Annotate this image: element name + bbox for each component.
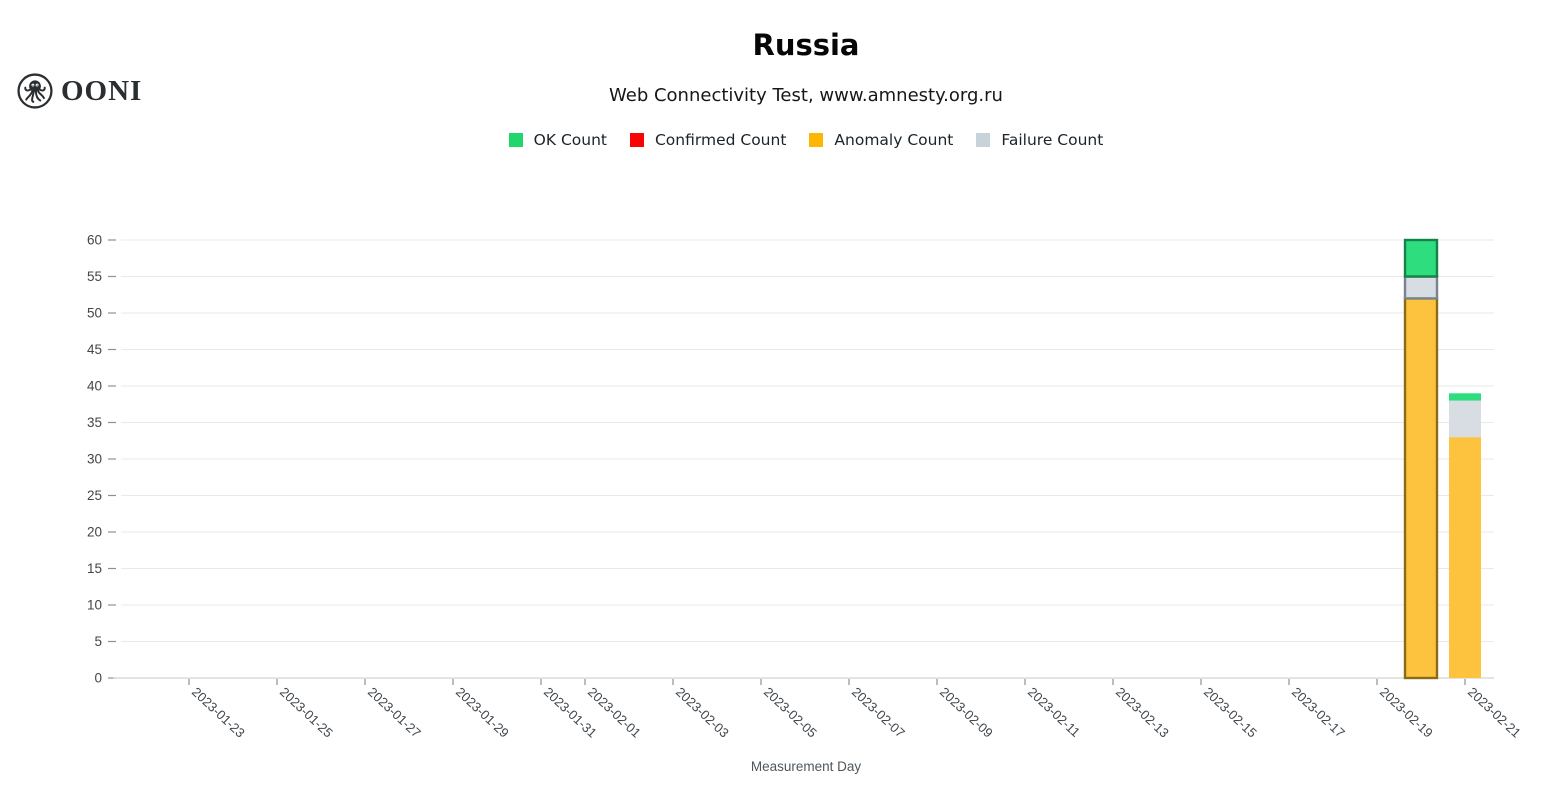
y-axis-label: 0 — [94, 671, 102, 686]
x-axis-label: 2023-01-29 — [453, 684, 512, 740]
x-axis-label: 2023-02-21 — [1465, 684, 1524, 740]
x-axis-label: 2023-01-25 — [277, 684, 336, 740]
x-axis-title: Measurement Day — [751, 759, 862, 774]
x-axis-label: 2023-02-19 — [1377, 684, 1436, 740]
x-axis-label: 2023-02-07 — [849, 684, 908, 740]
legend-item-anomaly-count: Anomaly Count — [809, 131, 953, 149]
y-axis-label: 10 — [87, 598, 102, 613]
bar-segment-anomaly-count-2023-02-20[interactable] — [1403, 297, 1439, 680]
legend-item-ok-count: OK Count — [508, 131, 607, 150]
ooni-wordmark: OONI — [61, 74, 143, 107]
bar-segment-ok-count-2023-02-20[interactable] — [1403, 238, 1439, 278]
chart-legend: OK Count Confirmed Count Anomaly Count Fail… — [66, 131, 1546, 149]
legend-label: Anomaly Count — [834, 131, 954, 150]
bar-segment-anomaly-count-2023-02-21[interactable] — [1449, 437, 1481, 678]
legend-item-failure-count: Failure Count — [976, 131, 1103, 149]
legend-label: Confirmed Count — [654, 131, 787, 150]
x-axis-label: 2023-02-17 — [1289, 684, 1348, 740]
y-axis-label: 50 — [87, 306, 102, 321]
y-axis-label: 30 — [87, 452, 102, 467]
legend-swatch-ok-count — [508, 133, 523, 148]
x-axis-label: 2023-02-05 — [761, 684, 820, 740]
legend-item-confirmed-count: Confirmed Count — [629, 131, 787, 150]
chart-title: Russia — [752, 28, 860, 62]
y-axis-label: 20 — [87, 525, 102, 540]
x-axis-label: 2023-01-27 — [365, 684, 424, 740]
y-axis-label: 60 — [87, 233, 102, 248]
y-axis-label: 40 — [87, 379, 102, 394]
x-axis-label: 2023-01-23 — [189, 684, 248, 740]
legend-label: OK Count — [533, 131, 607, 150]
x-axis-label: 2023-02-09 — [937, 684, 996, 740]
y-axis-label: 5 — [94, 634, 102, 649]
legend-swatch-anomaly-count — [809, 133, 824, 148]
y-axis-label: 55 — [87, 269, 102, 284]
ooni-octopus-icon — [17, 73, 53, 109]
legend-swatch-confirmed-count — [629, 133, 644, 148]
bar-segment-failure-count-2023-02-21[interactable] — [1449, 400, 1481, 438]
x-axis-label: 2023-02-03 — [673, 684, 732, 740]
legend-swatch-failure-count — [976, 133, 991, 148]
x-axis-label: 2023-02-15 — [1201, 684, 1260, 740]
y-axis-label: 45 — [87, 342, 102, 357]
bar-segment-failure-count-2023-02-20[interactable] — [1403, 275, 1439, 300]
chart-subtitle: Web Connectivity Test, www.amnesty.org.r… — [609, 85, 1003, 107]
legend-label: Failure Count — [1001, 131, 1104, 150]
ooni-logo: OONI — [16, 72, 142, 110]
y-axis-label: 15 — [87, 561, 102, 576]
y-axis-label: 25 — [87, 488, 102, 503]
bar-segment-ok-count-2023-02-21[interactable] — [1449, 393, 1481, 401]
x-axis-label: 2023-02-11 — [1025, 684, 1083, 740]
chart-header: Russia Web Connectivity Test, www.amnest… — [66, 0, 1546, 149]
y-axis-label: 35 — [87, 415, 102, 430]
x-axis-label: 2023-02-13 — [1113, 684, 1172, 740]
